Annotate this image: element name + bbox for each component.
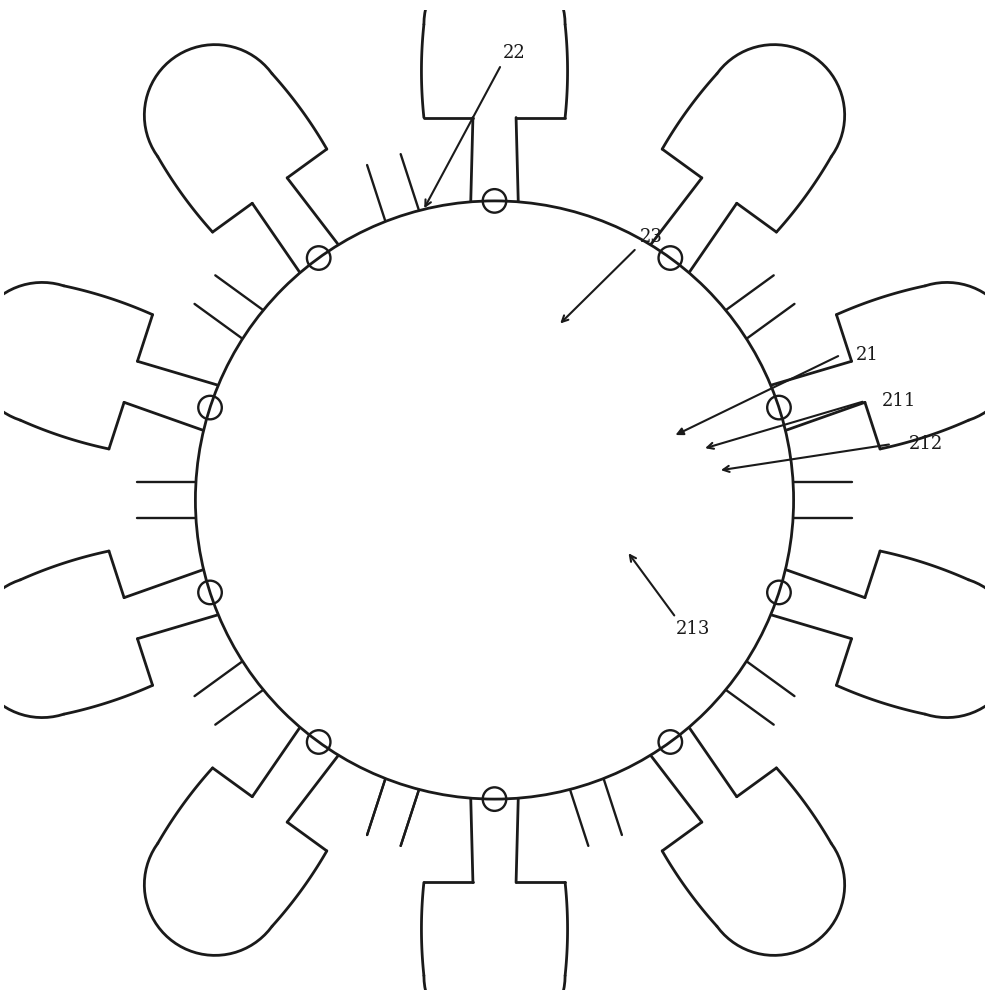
- Text: 22: 22: [502, 44, 525, 62]
- Text: 23: 23: [640, 228, 663, 246]
- Text: 212: 212: [908, 435, 943, 453]
- Text: 211: 211: [882, 392, 916, 410]
- Text: 21: 21: [855, 346, 878, 364]
- Text: 213: 213: [675, 620, 710, 638]
